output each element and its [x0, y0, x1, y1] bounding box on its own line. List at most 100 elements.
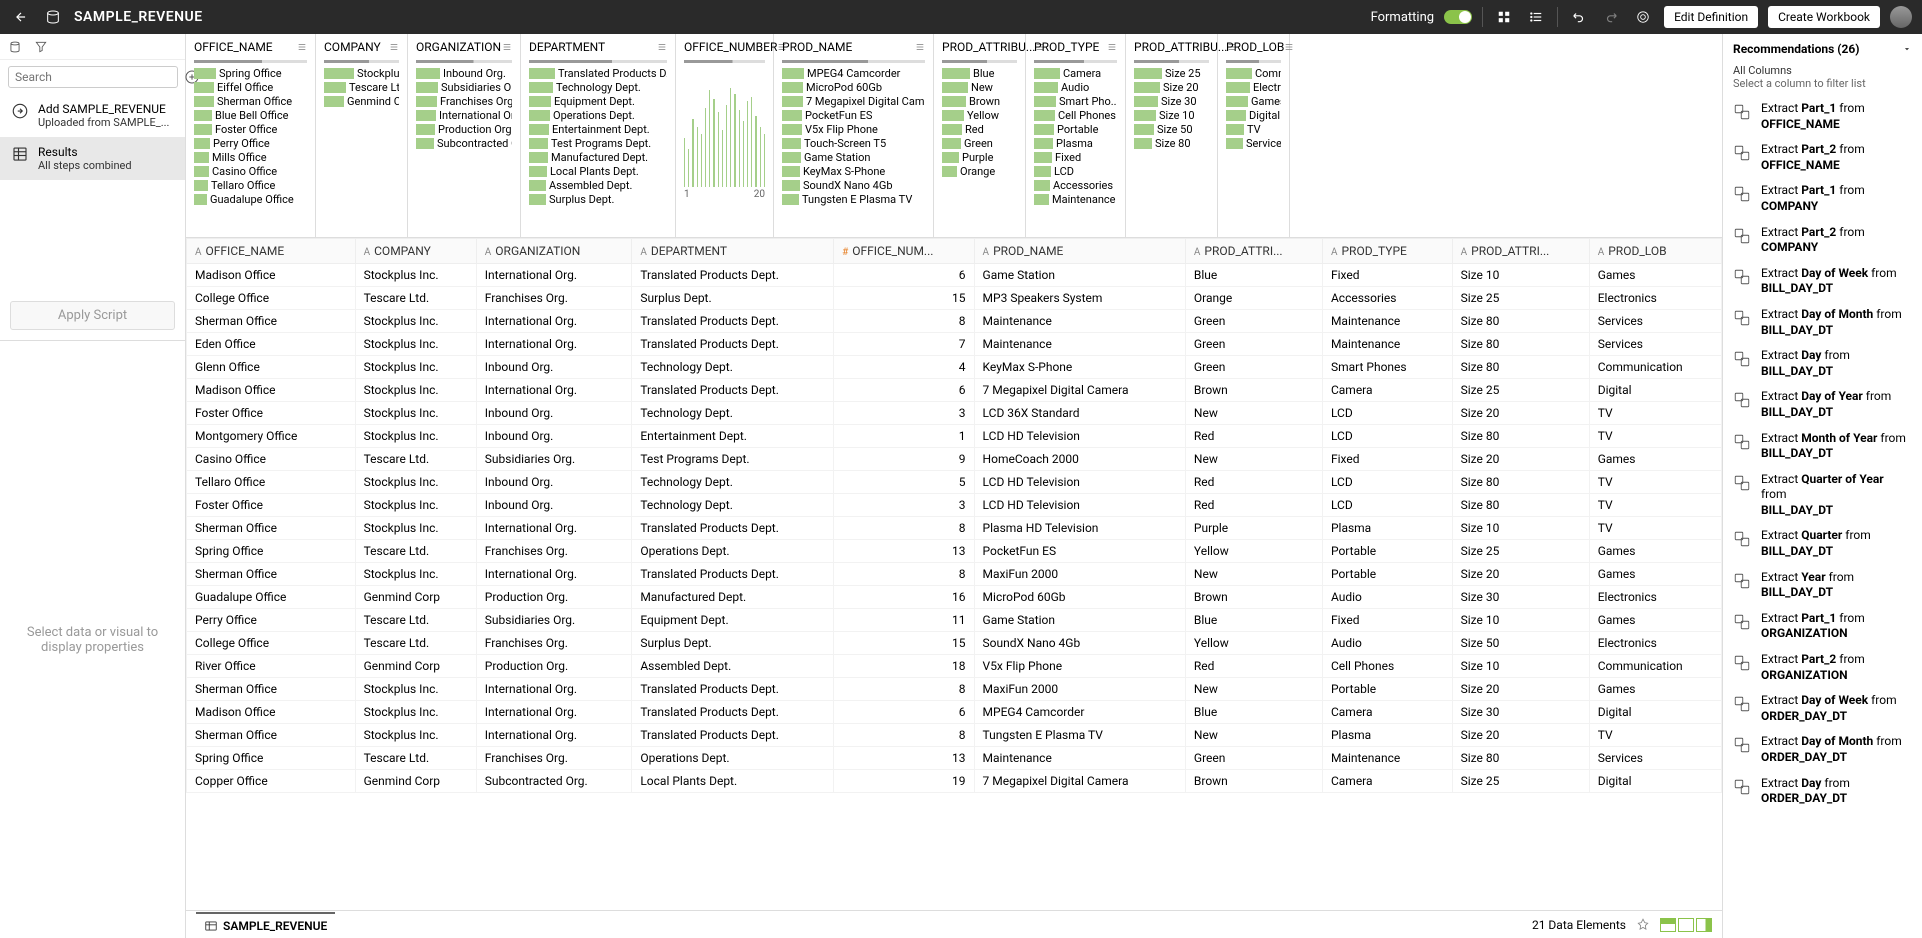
profile-value[interactable]: Purple [942, 151, 1017, 164]
profile-value[interactable]: Blue Bell Office [194, 109, 307, 122]
collapse-icon[interactable] [1902, 44, 1912, 54]
recommendation-item[interactable]: Extract Part_1 fromCOMPANY [1723, 178, 1922, 219]
recommendation-item[interactable]: Extract Day of Month fromBILL_DAY_DT [1723, 302, 1922, 343]
profile-value[interactable]: Services [1226, 137, 1281, 150]
profile-value[interactable]: International Org. [416, 109, 512, 122]
recommendation-item[interactable]: Extract Day of Year fromBILL_DAY_DT [1723, 384, 1922, 425]
profile-value[interactable]: Cell Phones [1034, 109, 1117, 122]
profile-value[interactable]: Technology Dept. [529, 81, 667, 94]
profile-value[interactable]: Inbound Org. [416, 67, 512, 80]
profile-value[interactable]: Blue [942, 67, 1017, 80]
step-item[interactable]: ResultsAll steps combined [0, 137, 185, 180]
table-row[interactable]: Madison OfficeStockplus Inc.Internationa… [187, 379, 1722, 402]
profile-value[interactable]: Size 80 [1134, 137, 1209, 150]
table-row[interactable]: Tellaro OfficeStockplus Inc.Inbound Org.… [187, 471, 1722, 494]
table-row[interactable]: Casino OfficeTescare Ltd.Subsidiaries Or… [187, 448, 1722, 471]
column-header[interactable]: AORGANIZATION [476, 239, 632, 264]
table-row[interactable]: Guadalupe OfficeGenmind CorpProduction O… [187, 586, 1722, 609]
column-header[interactable]: APROD_ATTRI... [1185, 239, 1322, 264]
layout-option-3[interactable] [1696, 918, 1712, 932]
profile-menu-icon[interactable] [1107, 42, 1117, 52]
recommendation-item[interactable]: Extract Quarter of Year fromBILL_DAY_DT [1723, 467, 1922, 524]
profile-value[interactable]: SoundX Nano 4Gb [782, 179, 925, 192]
profile-value[interactable]: Genmind Corp [324, 95, 399, 108]
table-row[interactable]: College OfficeTescare Ltd.Franchises Org… [187, 287, 1722, 310]
profile-card-office_number[interactable]: OFFICE_NUMBER120 [676, 34, 774, 237]
data-table-wrap[interactable]: AOFFICE_NAMEACOMPANYAORGANIZATIONADEPART… [186, 238, 1722, 910]
profile-value[interactable]: Foster Office [194, 123, 307, 136]
table-row[interactable]: Sherman OfficeStockplus Inc.Internationa… [187, 678, 1722, 701]
profile-value[interactable]: Orange [942, 165, 1017, 178]
recommendation-item[interactable]: Extract Part_2 fromOFFICE_NAME [1723, 137, 1922, 178]
recommendation-item[interactable]: Extract Quarter fromBILL_DAY_DT [1723, 523, 1922, 564]
search-input[interactable] [8, 66, 178, 88]
column-header[interactable]: APROD_TYPE [1322, 239, 1452, 264]
dataset-tab[interactable]: SAMPLE_REVENUE [196, 912, 335, 938]
recommendation-item[interactable]: Extract Day of Week fromORDER_DAY_DT [1723, 688, 1922, 729]
recommendation-item[interactable]: Extract Day of Month fromORDER_DAY_DT [1723, 729, 1922, 770]
table-row[interactable]: Montgomery OfficeStockplus Inc.Inbound O… [187, 425, 1722, 448]
column-header[interactable]: APROD_ATTRI... [1452, 239, 1589, 264]
profile-value[interactable]: Yellow [942, 109, 1017, 122]
back-button[interactable] [10, 6, 32, 28]
profile-value[interactable]: Game Station [782, 151, 925, 164]
profile-value[interactable]: Manufactured Dept. [529, 151, 667, 164]
column-header[interactable]: #OFFICE_NUM... [834, 239, 974, 264]
recommendation-item[interactable]: Extract Part_1 fromOFFICE_NAME [1723, 96, 1922, 137]
profile-value[interactable]: Subsidiaries Org. [416, 81, 512, 94]
profile-value[interactable]: Franchises Org. [416, 95, 512, 108]
profile-value[interactable]: Test Programs Dept. [529, 137, 667, 150]
table-row[interactable]: Madison OfficeStockplus Inc.Internationa… [187, 264, 1722, 287]
profile-menu-icon[interactable] [915, 42, 925, 52]
table-row[interactable]: Madison OfficeStockplus Inc.Internationa… [187, 701, 1722, 724]
profile-value[interactable]: Size 30 [1134, 95, 1209, 108]
layout-option-1[interactable] [1660, 918, 1676, 932]
profile-value[interactable]: Surplus Dept. [529, 193, 667, 206]
profile-menu-icon[interactable] [297, 42, 307, 52]
table-row[interactable]: Copper OfficeGenmind CorpSubcontracted O… [187, 770, 1722, 793]
profile-value[interactable]: Camera [1034, 67, 1117, 80]
profile-value[interactable]: New [942, 81, 1017, 94]
profile-card-prod_attr1[interactable]: PROD_ATTRIBU...BlueNewBrownYellowRedGree… [934, 34, 1026, 237]
recommendation-item[interactable]: Extract Day fromORDER_DAY_DT [1723, 771, 1922, 812]
profile-value[interactable]: Brown [942, 95, 1017, 108]
profile-value[interactable]: Subcontracted Org. [416, 137, 512, 150]
table-row[interactable]: Sherman OfficeStockplus Inc.Internationa… [187, 563, 1722, 586]
profile-value[interactable]: Audio [1034, 81, 1117, 94]
profile-value[interactable]: Size 10 [1134, 109, 1209, 122]
profile-value[interactable]: Size 50 [1134, 123, 1209, 136]
profile-value[interactable]: Smart Pho... [1034, 95, 1117, 108]
column-header[interactable]: ACOMPANY [355, 239, 476, 264]
profile-value[interactable]: Electronics [1226, 81, 1281, 94]
profile-value[interactable]: Accessories [1034, 179, 1117, 192]
profile-value[interactable]: Portable [1034, 123, 1117, 136]
redo-button[interactable] [1600, 6, 1622, 28]
recommendation-item[interactable]: Extract Year fromBILL_DAY_DT [1723, 565, 1922, 606]
layout-option-2[interactable] [1678, 918, 1694, 932]
profile-card-company[interactable]: COMPANYStockplus Inc.Tescare Ltd.Genmind… [316, 34, 408, 237]
column-header[interactable]: AOFFICE_NAME [187, 239, 356, 264]
profile-value[interactable]: Tungsten E Plasma TV [782, 193, 925, 206]
profile-value[interactable]: Perry Office [194, 137, 307, 150]
table-row[interactable]: Eden OfficeStockplus Inc.International O… [187, 333, 1722, 356]
recommendation-item[interactable]: Extract Day of Week fromBILL_DAY_DT [1723, 261, 1922, 302]
profile-card-prod_attr2[interactable]: PROD_ATTRIBU...Size 25Size 20Size 30Size… [1126, 34, 1218, 237]
target-icon[interactable] [1632, 6, 1654, 28]
profile-value[interactable]: Spring Office [194, 67, 307, 80]
profile-value[interactable]: V5x Flip Phone [782, 123, 925, 136]
column-header[interactable]: APROD_NAME [974, 239, 1185, 264]
profile-value[interactable]: Plasma [1034, 137, 1117, 150]
create-workbook-button[interactable]: Create Workbook [1768, 6, 1880, 28]
column-header[interactable]: APROD_LOB [1589, 239, 1721, 264]
recommendation-item[interactable]: Extract Part_2 fromORGANIZATION [1723, 647, 1922, 688]
formatting-toggle[interactable] [1444, 10, 1472, 24]
profile-value[interactable]: Touch-Screen T5 [782, 137, 925, 150]
recommendation-item[interactable]: Extract Part_1 fromORGANIZATION [1723, 606, 1922, 647]
profile-value[interactable]: MicroPod 60Gb [782, 81, 925, 94]
profile-card-prod_name[interactable]: PROD_NAMEMPEG4 CamcorderMicroPod 60Gb7 M… [774, 34, 934, 237]
recommendation-item[interactable]: Extract Day fromBILL_DAY_DT [1723, 343, 1922, 384]
profile-value[interactable]: Size 20 [1134, 81, 1209, 94]
step-item[interactable]: Add SAMPLE_REVENUEUploaded from SAMPLE_.… [0, 94, 185, 137]
db-icon[interactable] [8, 40, 22, 54]
profile-value[interactable]: Size 25 [1134, 67, 1209, 80]
